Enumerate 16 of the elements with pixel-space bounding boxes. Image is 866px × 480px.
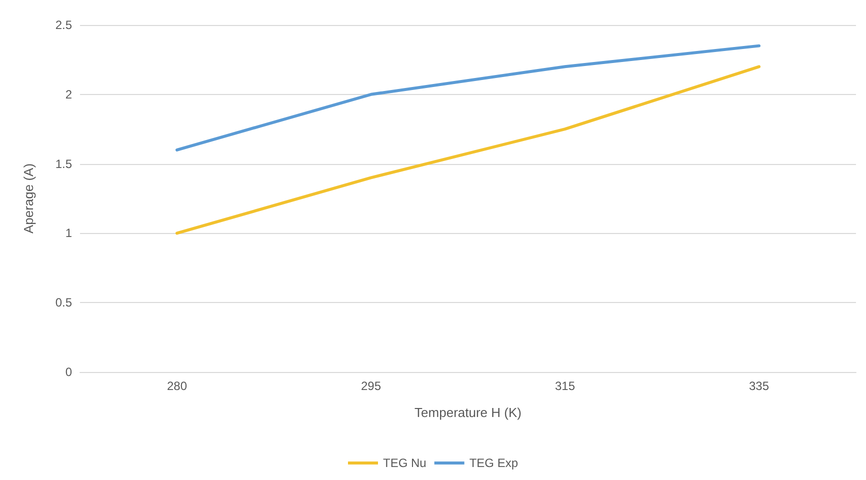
x-tick-label: 335	[748, 379, 770, 393]
y-axis-title: Aperage (A)	[21, 163, 36, 234]
line-series	[176, 44, 760, 152]
y-tick-label: 2.5	[55, 18, 72, 32]
y-tick-label: 0	[65, 365, 72, 379]
y-tick-label: 1.5	[55, 156, 72, 171]
x-tick-label: 315	[554, 379, 576, 393]
line-series	[176, 65, 760, 235]
x-axis-title: Temperature H (K)	[414, 405, 522, 420]
y-tick-label: 2	[65, 87, 72, 102]
legend-label: TEG Exp	[469, 456, 518, 470]
legend-label: TEG Nu	[382, 456, 426, 470]
y-tick-label: 1	[65, 226, 72, 240]
x-tick-label: 280	[166, 379, 188, 393]
y-tick-label: 0.5	[55, 296, 72, 310]
x-tick-label: 295	[360, 379, 382, 393]
